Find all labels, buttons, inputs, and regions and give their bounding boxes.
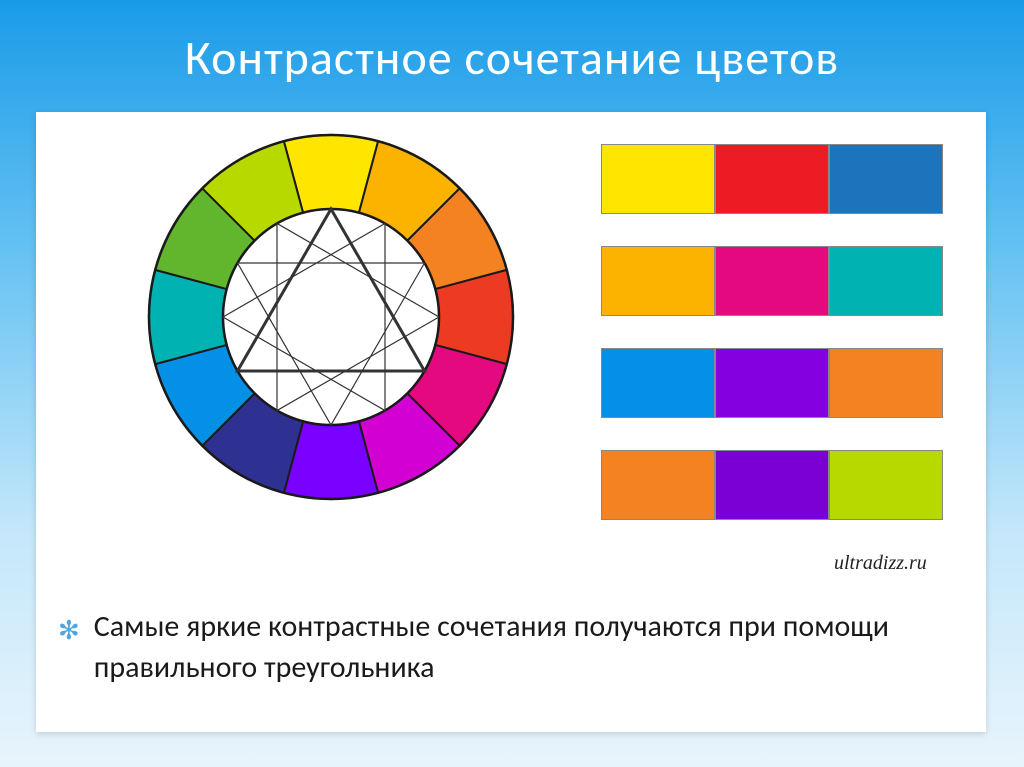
bullet-star-icon: ✻ <box>58 613 80 648</box>
swatch-cell <box>715 246 829 316</box>
swatch-cell <box>715 144 829 214</box>
attribution: ultradizz.ru <box>834 552 927 575</box>
swatch-cell <box>829 450 943 520</box>
swatch-cell <box>715 450 829 520</box>
swatch-grid <box>601 144 943 552</box>
swatch-row <box>601 144 943 214</box>
swatch-cell <box>601 144 715 214</box>
triangle-overlay <box>277 223 439 410</box>
swatch-row <box>601 348 943 418</box>
swatch-cell <box>829 348 943 418</box>
swatch-cell <box>601 348 715 418</box>
page-title: Контрастное сочетание цветов <box>0 0 1024 87</box>
bullet-text: Самые яркие контрастные сочетания получа… <box>94 607 958 688</box>
swatch-cell <box>601 246 715 316</box>
bullet-item: ✻ Самые яркие контрастные сочетания полу… <box>58 607 958 688</box>
slide: Контрастное сочетание цветов ultradizz.r… <box>0 0 1024 767</box>
swatch-row <box>601 450 943 520</box>
triangle-overlay <box>223 223 385 410</box>
triangle-overlay <box>237 209 424 371</box>
content-card: ultradizz.ru ✻ Самые яркие контрастные с… <box>36 112 986 732</box>
swatch-cell <box>829 246 943 316</box>
triangle-overlay <box>237 263 424 425</box>
color-wheel <box>136 122 526 517</box>
swatch-cell <box>715 348 829 418</box>
swatch-row <box>601 246 943 316</box>
bullet-list: ✻ Самые яркие контрастные сочетания полу… <box>58 607 958 688</box>
swatch-cell <box>829 144 943 214</box>
swatch-cell <box>601 450 715 520</box>
